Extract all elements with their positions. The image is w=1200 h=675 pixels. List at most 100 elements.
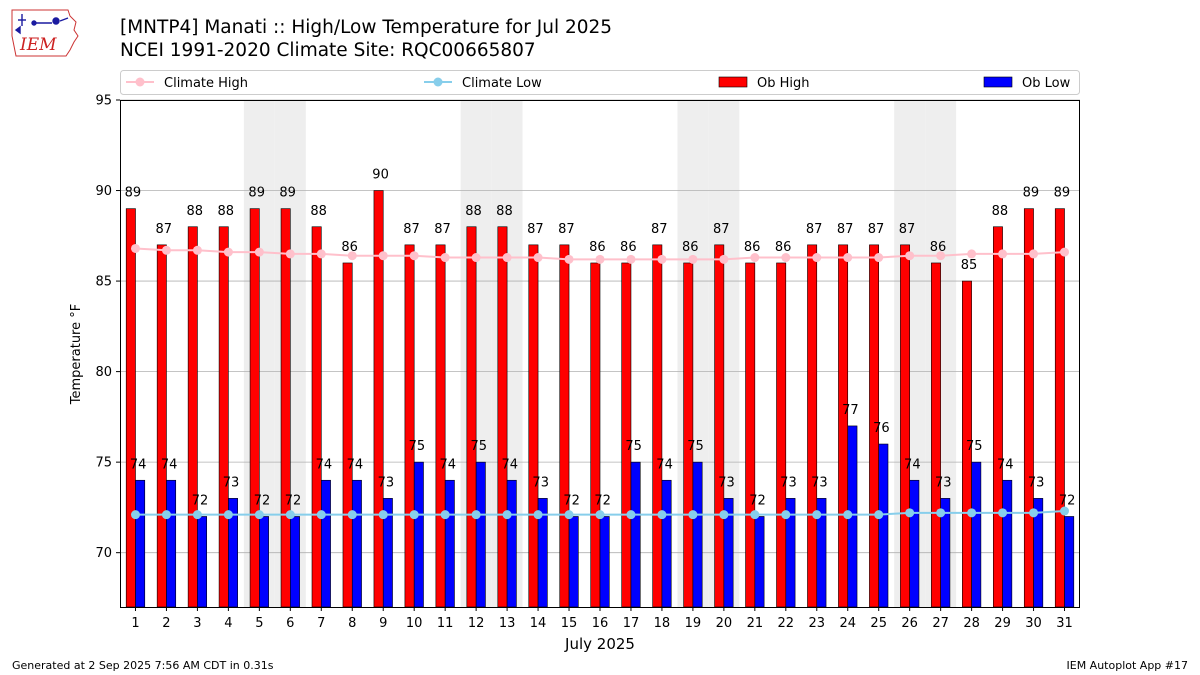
climate-high-marker <box>750 253 760 263</box>
climate-low-marker <box>843 510 853 520</box>
ob-high-bar <box>187 226 198 608</box>
climate-low-marker <box>657 510 667 520</box>
ob-low-bar <box>971 461 982 608</box>
climate-lines <box>130 243 1070 520</box>
ob-low-bar <box>599 516 610 608</box>
ob-high-value-label: 87 <box>868 222 885 237</box>
ob-low-bar <box>568 516 579 608</box>
climate-high-marker <box>1029 249 1039 259</box>
app-credit: IEM Autoplot App #17 <box>1066 659 1189 672</box>
ob-high-value-label: 85 <box>961 258 978 273</box>
climate-high-marker <box>161 245 171 255</box>
x-tick-label: 19 <box>685 616 702 631</box>
x-tick-label: 23 <box>809 616 826 631</box>
climate-low-marker <box>719 510 729 520</box>
x-tick-label: 21 <box>747 616 764 631</box>
ob-low-bar <box>444 479 455 608</box>
generated-timestamp: Generated at 2 Sep 2025 7:56 AM CDT in 0… <box>12 659 274 672</box>
ob-low-value-label: 76 <box>873 421 890 436</box>
ob-high-value-label: 87 <box>806 222 823 237</box>
ob-high-value-label: 89 <box>1023 186 1040 201</box>
climate-low-marker <box>812 510 822 520</box>
ob-low-bar <box>506 479 517 608</box>
ob-low-bar <box>290 516 300 608</box>
ob-low-bar <box>909 479 920 608</box>
ob-low-value-label: 74 <box>997 457 1014 472</box>
legend-box <box>120 70 1080 95</box>
climate-low-marker <box>223 510 233 520</box>
ob-high-value-label: 86 <box>620 240 637 255</box>
ob-low-bar <box>754 516 765 608</box>
x-tick-label: 7 <box>317 616 325 631</box>
ob-high-value-label: 89 <box>279 186 296 201</box>
x-tick-label: 26 <box>901 616 918 631</box>
ob-high-bar <box>404 244 415 608</box>
climate-low-marker <box>347 510 357 520</box>
climate-low-marker <box>595 510 605 520</box>
climate-low-marker <box>967 508 977 518</box>
ob-low-bar <box>197 516 208 608</box>
climate-low-marker <box>409 510 419 520</box>
climate-high-marker <box>843 253 853 263</box>
ob-low-value-label: 73 <box>532 475 549 490</box>
x-tick-label: 4 <box>224 616 232 631</box>
ob-low-value-label: 73 <box>223 475 240 490</box>
ob-high-value-label: 88 <box>992 204 1009 219</box>
ob-high-value-label: 87 <box>837 222 854 237</box>
climate-low-marker <box>905 508 915 518</box>
climate-high-marker <box>409 251 419 261</box>
y-tick-label: 70 <box>95 546 112 561</box>
ob-low-value-label: 75 <box>409 439 426 454</box>
climate-high-marker <box>967 249 977 259</box>
ob-low-value-label: 74 <box>316 457 333 472</box>
ob-high-bar <box>714 244 725 608</box>
climate-low-marker <box>626 510 636 520</box>
x-tick-label: 25 <box>870 616 887 631</box>
legend: Climate High Climate Low Ob High Ob Low <box>120 70 1080 95</box>
x-tick-label: 1 <box>131 616 139 631</box>
ob-high-value-label: 87 <box>156 222 173 237</box>
climate-low-marker <box>874 510 884 520</box>
iem-logo: IEM <box>11 9 79 57</box>
x-tick-label: 16 <box>592 616 609 631</box>
climate-high-marker <box>936 251 946 261</box>
ob-high-bar <box>838 244 849 608</box>
ob-high-value-label: 88 <box>217 204 234 219</box>
x-tick-label: 5 <box>255 616 263 631</box>
ob-low-bar <box>661 479 672 608</box>
climate-high-marker <box>254 247 264 257</box>
ob-high-value-label: 87 <box>651 222 668 237</box>
y-tick-label: 90 <box>95 184 112 199</box>
x-axis-label: July 2025 <box>564 635 635 653</box>
ob-low-value-label: 75 <box>687 439 704 454</box>
ob-low-value-label: 72 <box>192 493 209 508</box>
climate-high-marker <box>533 253 543 263</box>
climate-high-marker <box>502 253 512 263</box>
climate-high-marker <box>285 249 295 259</box>
ob-low-value-label: 74 <box>656 457 673 472</box>
y-tick-label: 95 <box>95 94 112 109</box>
climate-high-marker <box>1060 247 1070 257</box>
x-tick-label: 11 <box>437 616 454 631</box>
ob-high-bar <box>466 226 477 608</box>
chart-title: [MNTP4] Manati :: High/Low Temperature f… <box>120 17 613 38</box>
climate-low-marker <box>750 510 760 520</box>
legend-label: Climate High <box>164 76 248 91</box>
ob-high-bar <box>807 244 818 608</box>
climate-high-marker <box>626 254 636 264</box>
ob-low-value-label: 73 <box>378 475 395 490</box>
climate-high-marker <box>378 251 388 261</box>
x-tick-label: 24 <box>839 616 856 631</box>
ob-high-bar <box>1023 208 1034 608</box>
ob-high-value-label: 88 <box>465 204 482 219</box>
ob-low-value-label: 74 <box>501 457 518 472</box>
ob-low-value-label: 74 <box>130 457 147 472</box>
climate-high-marker <box>719 254 729 264</box>
ob-high-bar <box>683 262 694 608</box>
ob-low-bar <box>630 461 641 608</box>
ob-low-value-label: 73 <box>811 475 828 490</box>
ob-high-bar <box>1054 208 1065 608</box>
ob-low-value-label: 72 <box>285 493 302 508</box>
